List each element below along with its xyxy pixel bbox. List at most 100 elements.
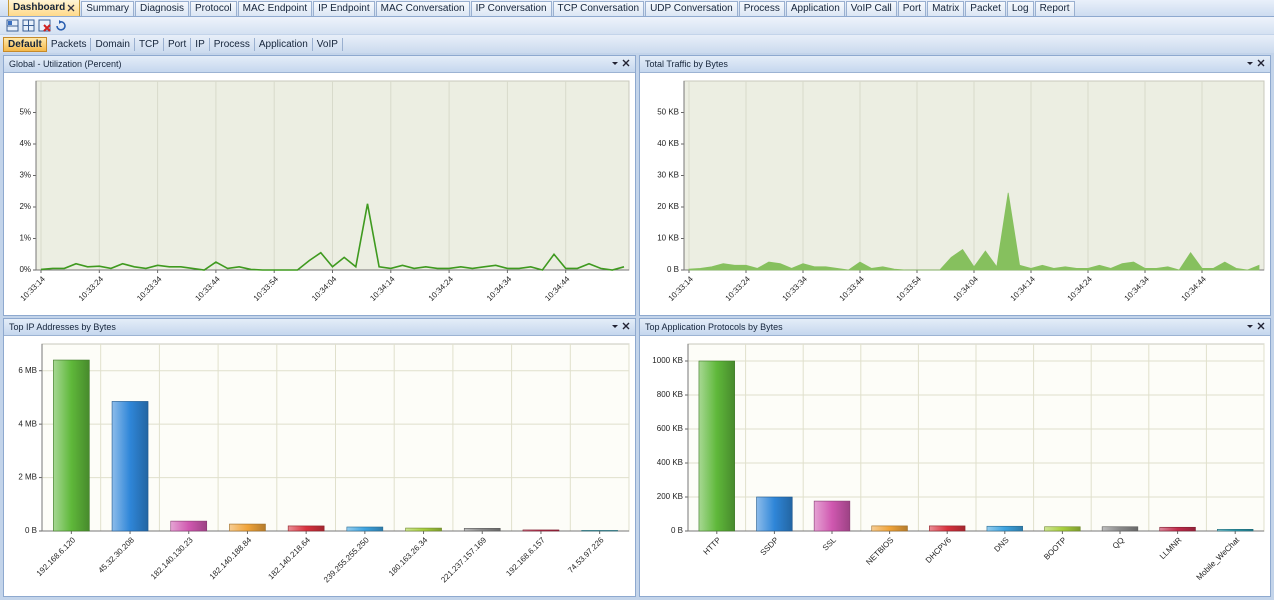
bar bbox=[871, 525, 908, 532]
chart: 0% 1% 2% 3% 4% 5% 10:33:14 10:33:24 10:33:34 10:3… bbox=[19, 80, 630, 303]
bar bbox=[698, 360, 735, 532]
tab-label: Application bbox=[790, 3, 840, 14]
x-tick-label: LLMNR bbox=[1158, 535, 1184, 561]
x-tick-label: SSL bbox=[821, 535, 838, 552]
sub-tab[interactable]: Domain bbox=[91, 37, 135, 51]
panel-title: Global - Utilization (Percent) bbox=[9, 59, 122, 69]
y-tick-label: 0 B bbox=[25, 526, 37, 535]
delete-icon[interactable] bbox=[38, 19, 51, 32]
x-tick-label: 10:34:34 bbox=[1123, 274, 1152, 303]
layout-icon[interactable] bbox=[6, 19, 19, 32]
y-tick-label: 0% bbox=[19, 265, 31, 274]
y-tick-label: 20 KB bbox=[657, 202, 679, 211]
tab-close[interactable] bbox=[65, 4, 75, 12]
bar bbox=[756, 496, 793, 532]
bar bbox=[405, 527, 442, 532]
tab[interactable]: Diagnosis bbox=[135, 1, 189, 16]
tab[interactable]: Dashboard bbox=[8, 0, 81, 16]
panel-controls[interactable] bbox=[611, 59, 631, 68]
x-tick-label: 10:34:14 bbox=[1009, 274, 1038, 303]
y-tick-label: 0 B bbox=[667, 265, 679, 274]
sub-tabs: Default Packets Domain TCP Port IP Process Appl… bbox=[0, 35, 1274, 53]
tab[interactable]: UDP Conversation bbox=[645, 1, 738, 16]
bar bbox=[1217, 529, 1254, 532]
x-tick-label: 192.168.6.157 bbox=[504, 535, 547, 578]
tab[interactable]: Matrix bbox=[927, 1, 965, 16]
tab[interactable]: VoIP Call bbox=[845, 1, 897, 16]
tab-label: Summary bbox=[86, 3, 130, 14]
x-tick-label: 10:33:14 bbox=[19, 274, 48, 303]
bar bbox=[170, 520, 208, 532]
x-tick-label: 221.237.157.169 bbox=[439, 535, 488, 584]
panel: Global - Utilization (Percent) 0% 1% 2% 3% 4… bbox=[3, 55, 636, 316]
tab[interactable]: Application bbox=[785, 1, 845, 16]
panel-header: Global - Utilization (Percent) bbox=[4, 56, 635, 73]
x-tick-label: 10:34:24 bbox=[427, 274, 456, 303]
tab[interactable]: Summary bbox=[81, 1, 135, 16]
sub-tab[interactable]: Process bbox=[210, 37, 255, 51]
y-tick-label: 4% bbox=[19, 139, 31, 148]
tab[interactable]: IP Endpoint bbox=[313, 1, 375, 16]
tab[interactable]: IP Conversation bbox=[470, 1, 552, 16]
tab[interactable]: Log bbox=[1006, 1, 1034, 16]
sub-tab[interactable]: Default bbox=[3, 36, 47, 52]
panel-controls[interactable] bbox=[1246, 59, 1266, 68]
y-tick-label: 50 KB bbox=[657, 108, 679, 117]
tab[interactable]: Packet bbox=[965, 1, 1006, 16]
tab-label: Packet bbox=[970, 3, 1001, 14]
tab-label: Matrix bbox=[932, 3, 960, 14]
chart: 0 B 200 KB 400 KB 600 KB 800 KB 1000 KB HTTP SS… bbox=[652, 343, 1265, 582]
y-tick-label: 800 KB bbox=[657, 390, 683, 399]
tab-label: Process bbox=[743, 3, 780, 14]
panel: Total Traffic by Bytes 0 B 10 KB 20 KB 30 K… bbox=[639, 55, 1271, 316]
tab[interactable]: Process bbox=[738, 1, 785, 16]
x-tick-label: 182.140.130.23 bbox=[149, 535, 195, 581]
tab[interactable]: MAC Conversation bbox=[375, 1, 470, 16]
tab-label: VoIP Call bbox=[850, 3, 892, 14]
refresh-icon[interactable] bbox=[54, 19, 67, 32]
sub-tab[interactable]: Application bbox=[255, 37, 313, 51]
bar bbox=[522, 529, 560, 532]
y-tick-label: 5% bbox=[19, 108, 31, 117]
tab[interactable]: Report bbox=[1034, 1, 1075, 16]
bar bbox=[813, 500, 851, 532]
tab-label: IP Endpoint bbox=[318, 3, 370, 14]
tab[interactable]: MAC Endpoint bbox=[237, 1, 313, 16]
panel-controls[interactable] bbox=[611, 322, 631, 331]
y-tick-label: 1000 KB bbox=[652, 356, 683, 365]
tab[interactable]: TCP Conversation bbox=[552, 1, 645, 16]
y-tick-label: 200 KB bbox=[657, 492, 683, 501]
sub-tab[interactable]: Packets bbox=[47, 37, 92, 51]
x-tick-label: 10:34:04 bbox=[310, 274, 339, 303]
layout-icon[interactable] bbox=[22, 19, 35, 32]
chart: 0 B 2 MB 4 MB 6 MB 192.168.6.120 45.32.30.208… bbox=[18, 343, 630, 584]
x-tick-label: 10:34:04 bbox=[952, 274, 981, 303]
y-tick-label: 0 B bbox=[671, 526, 683, 535]
tab-label: Port bbox=[902, 3, 922, 14]
x-tick-label: 10:33:44 bbox=[193, 274, 222, 303]
sub-tab[interactable]: TCP bbox=[135, 37, 164, 51]
bar bbox=[287, 525, 325, 532]
x-tick-label: DHCPV6 bbox=[924, 535, 954, 565]
panel-controls[interactable] bbox=[1246, 322, 1266, 331]
sub-tab[interactable]: Port bbox=[164, 37, 192, 51]
tab-label: TCP Conversation bbox=[557, 3, 640, 14]
bar bbox=[229, 523, 266, 532]
tab-label: Report bbox=[1039, 3, 1070, 14]
sub-tab[interactable]: VoIP bbox=[313, 37, 343, 51]
panel: Top Application Protocols by Bytes 0 B 20… bbox=[639, 318, 1271, 597]
y-tick-label: 3% bbox=[19, 171, 31, 180]
bar bbox=[1101, 526, 1139, 532]
sub-tab[interactable]: IP bbox=[191, 37, 210, 51]
panel-title: Total Traffic by Bytes bbox=[645, 59, 728, 69]
x-tick-label: SSDP bbox=[759, 536, 781, 558]
y-tick-label: 2 MB bbox=[18, 473, 37, 482]
panel-header: Top Application Protocols by Bytes bbox=[640, 319, 1270, 336]
bar bbox=[986, 525, 1023, 532]
tab-label: MAC Endpoint bbox=[242, 3, 308, 14]
tab[interactable]: Protocol bbox=[189, 1, 237, 16]
tab[interactable]: Port bbox=[897, 1, 927, 16]
tab-label: Dashboard bbox=[13, 2, 66, 13]
y-tick-label: 40 KB bbox=[657, 139, 679, 148]
